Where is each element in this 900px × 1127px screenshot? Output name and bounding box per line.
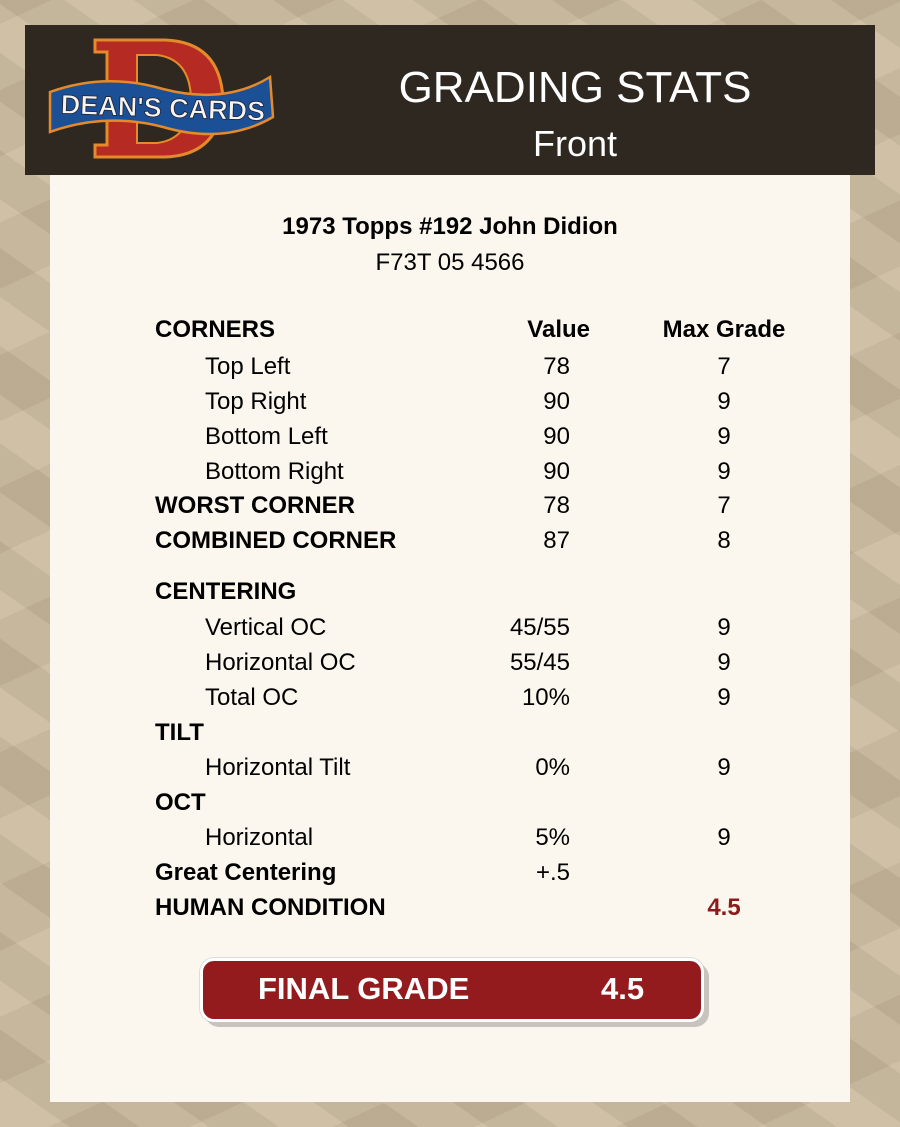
stat-row: Horizontal Tilt 0% 9: [50, 754, 850, 784]
stat-row: Horizontal OC 55/45 9: [50, 649, 850, 679]
stat-row: COMBINED CORNER 87 8: [50, 527, 850, 557]
stat-value: 10%: [521, 684, 570, 711]
header: DEAN'S CARDS GRADING STATS Front: [25, 25, 875, 175]
stat-max-grade: 9: [717, 754, 731, 781]
stat-max-grade: 9: [717, 684, 731, 711]
grading-card: 1973 Topps #192 John Didion F73T 05 4566…: [50, 175, 850, 1102]
deans-cards-logo: DEAN'S CARDS: [48, 38, 275, 159]
stat-label: Bottom Left: [205, 423, 328, 450]
stat-row: CENTERING: [50, 578, 850, 608]
stat-label: Bottom Right: [205, 458, 344, 485]
stat-row: Great Centering +.5: [50, 859, 850, 889]
max-grade-column-header: Max Grade: [662, 316, 786, 343]
stat-label: Horizontal: [205, 824, 314, 851]
stat-label: Horizontal OC: [205, 649, 356, 676]
stat-label: Great Centering: [155, 859, 337, 886]
stat-value: 90: [543, 423, 570, 450]
stat-row: OCT: [50, 789, 850, 819]
stat-max-grade: 4.5: [707, 894, 741, 921]
stat-row: Bottom Right 90 9: [50, 458, 850, 488]
svg-text:DEAN'S CARDS: DEAN'S CARDS: [60, 89, 265, 126]
stat-label: Vertical OC: [205, 614, 327, 641]
card-name: 1973 Topps #192 John Didion: [282, 213, 618, 240]
stat-row: Vertical OC 45/55 9: [50, 614, 850, 644]
value-column-header: Value: [527, 316, 590, 343]
stat-label: TILT: [155, 719, 204, 746]
stat-row: Top Left 78 7: [50, 353, 850, 383]
final-grade-label: FINAL GRADE: [258, 971, 470, 1006]
stat-value: 90: [543, 388, 570, 415]
cert-number: F73T 05 4566: [375, 249, 525, 276]
final-grade-value: 4.5: [601, 971, 645, 1006]
stat-row: WORST CORNER 78 7: [50, 492, 850, 522]
stat-row: Horizontal 5% 9: [50, 824, 850, 854]
stat-label: CENTERING: [155, 578, 297, 605]
stat-label: Total OC: [205, 684, 299, 711]
stat-row: Bottom Left 90 9: [50, 423, 850, 453]
stat-row: Total OC 10% 9: [50, 684, 850, 714]
stat-label: WORST CORNER: [155, 492, 355, 519]
stat-max-grade: 9: [717, 423, 731, 450]
stat-value: 90: [543, 458, 570, 485]
stat-value: 45/55: [509, 614, 570, 641]
stat-label: HUMAN CONDITION: [155, 894, 386, 921]
stat-row: HUMAN CONDITION 4.5: [50, 894, 850, 924]
stat-value: 5%: [535, 824, 570, 851]
page-subtitle: Front: [532, 123, 618, 164]
stat-value: 55/45: [509, 649, 570, 676]
final-grade-badge: FINAL GRADE 4.5: [200, 958, 704, 1022]
stat-row: CORNERS Value Max Grade: [50, 316, 850, 346]
stat-max-grade: 9: [717, 649, 731, 676]
stat-value: 78: [543, 492, 570, 519]
stat-label: CORNERS: [155, 316, 276, 343]
stat-max-grade: 9: [717, 458, 731, 485]
stat-max-grade: 9: [717, 614, 731, 641]
page-title: GRADING STATS: [398, 63, 752, 112]
stat-label: COMBINED CORNER: [155, 527, 397, 554]
stat-value: 0%: [535, 754, 570, 781]
stat-value: 78: [543, 353, 570, 380]
stat-label: OCT: [155, 789, 206, 816]
stat-row: TILT: [50, 719, 850, 749]
stat-row: Top Right 90 9: [50, 388, 850, 418]
stat-label: Top Left: [205, 353, 291, 380]
stat-label: Horizontal Tilt: [205, 754, 351, 781]
stat-value: +.5: [535, 859, 570, 886]
stat-max-grade: 7: [717, 353, 731, 380]
stat-max-grade: 9: [717, 824, 731, 851]
stat-label: Top Right: [205, 388, 307, 415]
stat-max-grade: 7: [717, 492, 731, 519]
stat-value: 87: [543, 527, 570, 554]
stat-max-grade: 8: [717, 527, 731, 554]
stat-max-grade: 9: [717, 388, 731, 415]
